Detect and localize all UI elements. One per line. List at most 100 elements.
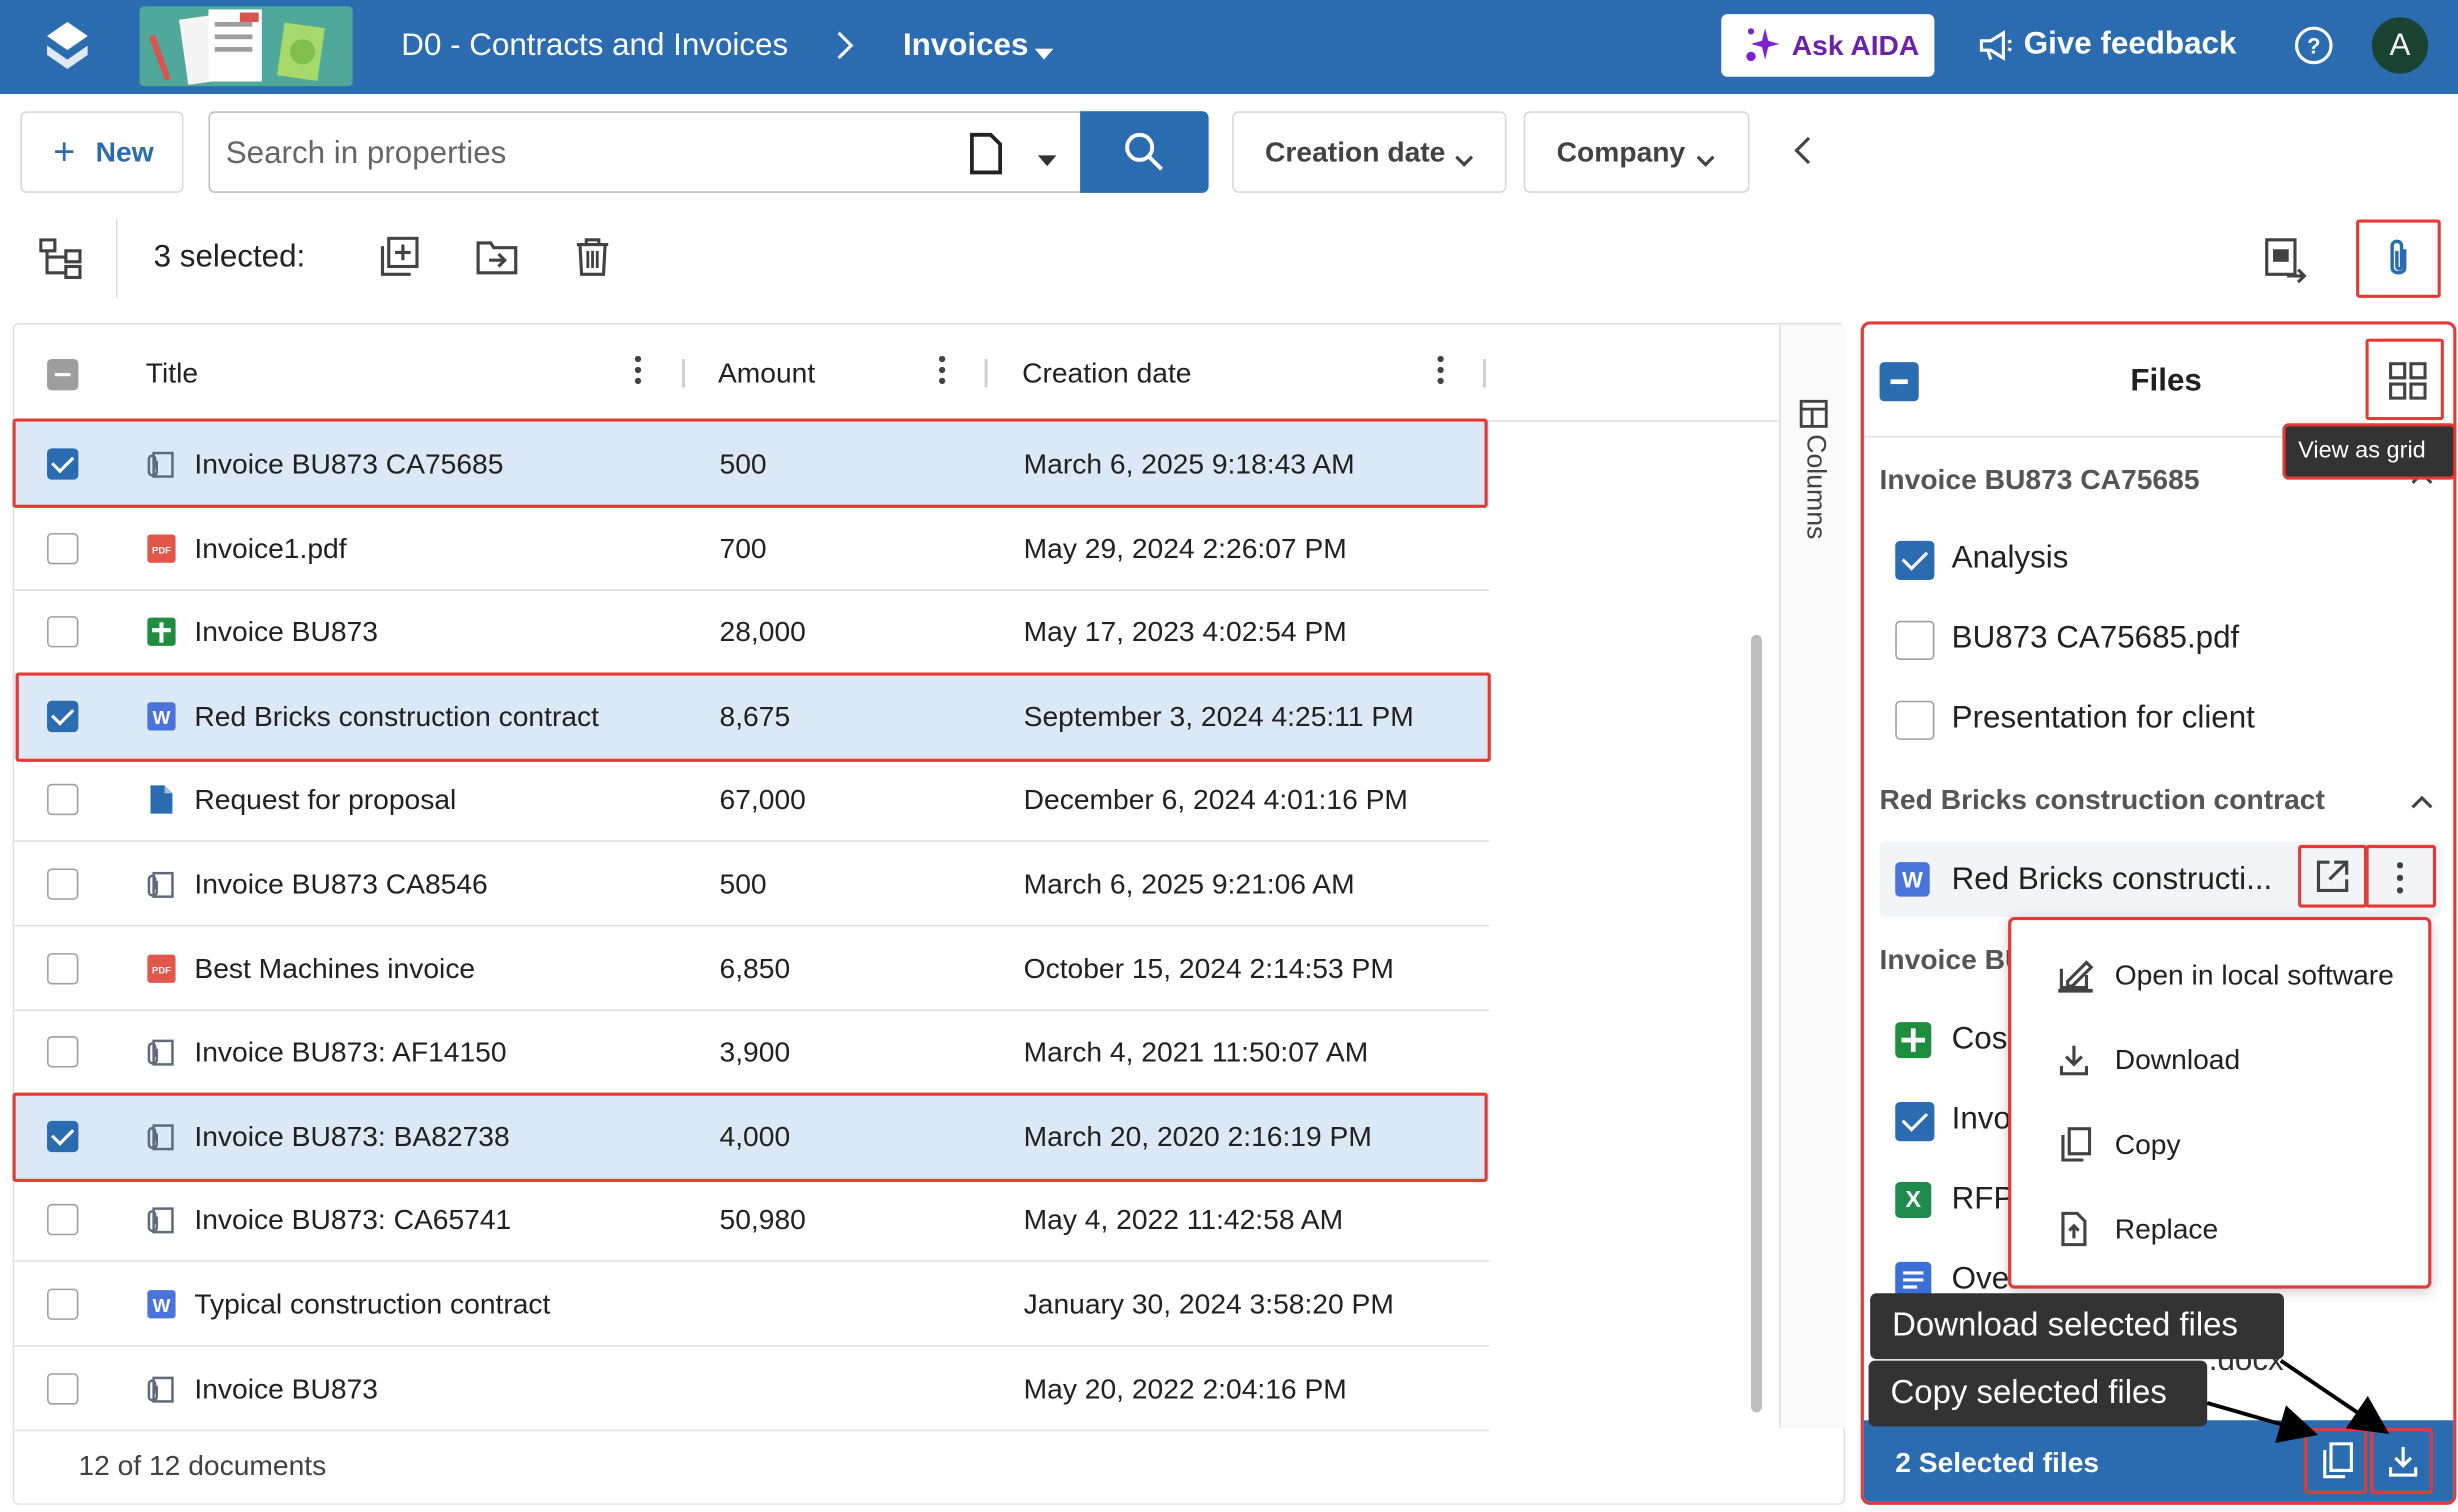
table-row[interactable]: PDF Invoice1.pdf 700 May 29, 2024 2:26:07 P… <box>14 506 1490 591</box>
export-table-icon[interactable] <box>2262 237 2309 292</box>
add-to-collection-icon[interactable] <box>379 236 420 286</box>
column-header-amount[interactable]: Amount <box>717 357 816 389</box>
row-title[interactable]: Red Bricks construction contract <box>194 700 599 732</box>
row-checkbox[interactable] <box>47 616 79 648</box>
select-all-checkbox[interactable] <box>47 358 79 391</box>
row-checkbox[interactable] <box>47 1036 79 1068</box>
row-checkbox[interactable] <box>47 1120 79 1152</box>
arrow-to-copy <box>2206 1401 2319 1443</box>
file-group-header[interactable]: Invoice BU873 CA75685 <box>1879 464 2200 496</box>
row-checkbox[interactable] <box>47 868 79 900</box>
caret-down-icon[interactable] <box>1034 41 1054 69</box>
row-checkbox[interactable] <box>47 1288 79 1320</box>
row-title[interactable]: Invoice BU873 <box>194 616 378 648</box>
row-creation-date: March 4, 2021 11:50:07 AM <box>1023 1036 1369 1068</box>
file-group-header[interactable]: Red Bricks construction contract <box>1879 783 2325 816</box>
row-checkbox[interactable] <box>47 952 79 984</box>
search-button[interactable] <box>1080 111 1209 193</box>
file-name: RFP <box>1951 1181 2015 1217</box>
creation-date-filter[interactable]: Creation date <box>1232 111 1507 193</box>
file-more-button[interactable] <box>2365 844 2437 908</box>
row-title[interactable]: Invoice1.pdf <box>194 532 347 564</box>
grid-view-icon[interactable] <box>2389 362 2427 407</box>
collapse-filters-chevron-icon[interactable] <box>1792 135 1814 174</box>
row-amount: 3,900 <box>719 1036 791 1068</box>
megaphone-icon <box>1978 30 2012 71</box>
menu-item-label: Replace <box>2114 1213 2219 1245</box>
row-title[interactable]: Invoice BU873 CA75685 <box>194 448 504 480</box>
app-logo-icon[interactable] <box>47 21 88 80</box>
row-title[interactable]: Invoice BU873: BA82738 <box>194 1120 510 1152</box>
company-filter[interactable]: Company <box>1523 111 1750 193</box>
row-title[interactable]: Best Machines invoice <box>194 952 476 984</box>
column-menu-icon[interactable] <box>634 355 642 387</box>
table-row[interactable]: Invoice BU873: CA65741 50,980 May 4, 2022 … <box>14 1178 1490 1263</box>
table-row[interactable]: PDF Best Machines invoice 6,850 October 15,… <box>14 926 1490 1011</box>
row-checkbox[interactable] <box>47 448 79 480</box>
download-selected-tooltip: Download selected files <box>1870 1293 2284 1360</box>
move-to-folder-icon[interactable] <box>475 237 519 286</box>
table-row[interactable]: W Red Bricks construction contract 8,675 Se… <box>14 673 1490 759</box>
ask-aida-button[interactable]: Ask AIDA <box>1721 14 1935 77</box>
word-icon: W <box>146 700 177 731</box>
table-row[interactable]: Invoice BU873: BA82738 4,000 March 20, 202… <box>14 1093 1490 1179</box>
caret-down-icon[interactable] <box>1037 147 1057 175</box>
table-scrollbar[interactable] <box>1751 634 1762 1413</box>
row-creation-date: May 20, 2022 2:04:16 PM <box>1023 1372 1347 1404</box>
menu-item-label: Download <box>2114 1044 2241 1076</box>
columns-side-panel[interactable]: Columns <box>1779 324 1846 1429</box>
table-row[interactable]: W Typical construction contract January 30… <box>14 1262 1490 1347</box>
row-checkbox[interactable] <box>47 1372 79 1404</box>
arrow-to-download <box>2279 1359 2390 1435</box>
user-avatar[interactable]: A <box>2371 17 2429 74</box>
column-menu-icon[interactable] <box>1437 355 1444 387</box>
top-bar: D0 - Contracts and Invoices Invoices Ask… <box>0 0 2458 95</box>
row-checkbox[interactable] <box>47 532 79 564</box>
row-title[interactable]: Typical construction contract <box>194 1288 551 1320</box>
file-checkbox[interactable] <box>1895 620 1935 660</box>
file-checkbox[interactable] <box>1895 700 1935 740</box>
search-input[interactable] <box>225 133 947 175</box>
show-files-button[interactable] <box>2356 219 2441 298</box>
breadcrumb-current[interactable]: Invoices <box>902 28 1029 63</box>
tooltip-text: Copy selected files <box>1890 1374 2167 1411</box>
table-row[interactable]: Request for proposal 67,000 December 6, 20… <box>14 758 1490 843</box>
column-resize-handle[interactable] <box>681 358 686 388</box>
column-resize-handle[interactable] <box>1482 358 1487 388</box>
column-header-title[interactable]: Title <box>145 357 199 389</box>
document-type-icon[interactable] <box>969 132 1003 184</box>
row-title[interactable]: Invoice BU873 <box>194 1372 378 1404</box>
row-title[interactable]: Invoice BU873: AF14150 <box>194 1036 507 1068</box>
replace-file-icon <box>2060 1211 2088 1254</box>
row-checkbox[interactable] <box>47 1204 79 1236</box>
download-selected-files-button[interactable] <box>2370 1428 2433 1494</box>
hierarchy-view-icon[interactable] <box>39 238 83 287</box>
row-checkbox[interactable] <box>47 700 79 732</box>
table-row[interactable]: Invoice BU873 CA8546 500 March 6, 2025 9:2… <box>14 842 1490 927</box>
copy-selected-files-button[interactable] <box>2304 1428 2368 1494</box>
sheet-icon <box>1895 1022 1932 1059</box>
file-checkbox[interactable] <box>1895 1102 1935 1142</box>
column-header-creation-date[interactable]: Creation date <box>1022 357 1192 389</box>
row-title[interactable]: Request for proposal <box>194 784 457 816</box>
file-checkbox[interactable] <box>1895 540 1935 581</box>
help-icon[interactable]: ? <box>2293 25 2334 74</box>
column-menu-icon[interactable] <box>938 355 946 387</box>
highlight-box <box>2356 219 2441 298</box>
table-row[interactable]: Invoice BU873 28,000 May 17, 2023 4:02:54 … <box>14 590 1490 675</box>
files-select-all-checkbox[interactable] <box>1879 362 1919 402</box>
file-name: Analysis <box>1951 540 2069 576</box>
tooltip-text: Download selected files <box>1892 1307 2238 1344</box>
row-amount: 50,980 <box>719 1204 806 1236</box>
table-row[interactable]: Invoice BU873 May 20, 2022 2:04:16 PM <box>14 1346 1490 1431</box>
company-filter-label: Company <box>1556 136 1686 168</box>
delete-icon[interactable] <box>574 237 612 286</box>
row-checkbox[interactable] <box>47 784 79 816</box>
row-title[interactable]: Invoice BU873: CA65741 <box>194 1204 512 1236</box>
new-button[interactable]: + New <box>20 111 184 193</box>
chevron-up-icon[interactable] <box>2409 790 2434 818</box>
breadcrumb-root[interactable]: D0 - Contracts and Invoices <box>401 28 789 63</box>
row-title[interactable]: Invoice BU873 CA8546 <box>194 868 488 900</box>
file-group-header[interactable]: Invoice BU <box>1879 943 2026 976</box>
column-resize-handle[interactable] <box>984 358 988 388</box>
